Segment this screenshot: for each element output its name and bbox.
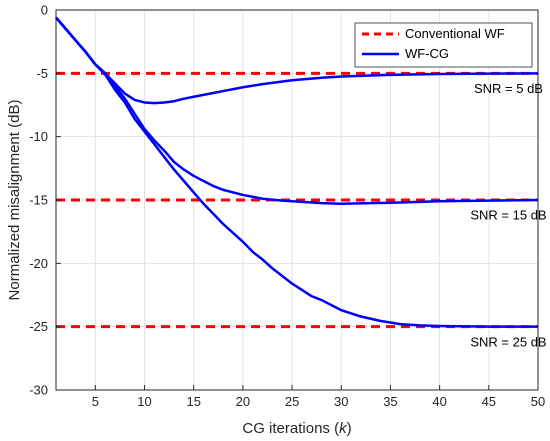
y-tick-label: 0 — [41, 3, 48, 18]
snr-annotation: SNR = 15 dB — [470, 208, 546, 223]
x-tick-label: 50 — [531, 394, 545, 409]
x-tick-label: 30 — [334, 394, 348, 409]
legend-label-conventional-wf: Conventional WF — [405, 26, 505, 41]
snr-annotation: SNR = 25 dB — [470, 334, 546, 349]
y-tick-label: -25 — [29, 319, 48, 334]
wf-cg-curves — [55, 16, 539, 328]
x-tick-label: 10 — [137, 394, 151, 409]
x-tick-label: 5 — [92, 394, 99, 409]
x-tick-label: 25 — [285, 394, 299, 409]
y-axis-label: Normalized misalignment (dB) — [6, 100, 23, 301]
y-tick-label: -5 — [36, 66, 48, 81]
y-tick-label: -10 — [29, 129, 48, 144]
conventional-wf-lines — [56, 71, 538, 329]
y-tick-label: -20 — [29, 256, 48, 271]
y-tick-label: -15 — [29, 193, 48, 208]
x-tick-label: 35 — [383, 394, 397, 409]
legend-box — [354, 22, 533, 68]
wf-cg-series-line — [55, 16, 538, 328]
snr-annotation: SNR = 5 dB — [474, 81, 543, 96]
x-tick-label: 40 — [432, 394, 446, 409]
x-tick-label: 20 — [236, 394, 250, 409]
legend: Conventional WF WF-CG — [354, 22, 533, 68]
x-tick-label: 45 — [482, 394, 496, 409]
x-axis-label: CG iterations (k) — [242, 420, 351, 437]
y-tick-label: -30 — [29, 383, 48, 398]
legend-label-wf-cg: WF-CG — [405, 46, 449, 61]
annotations: SNR = 5 dB SNR = 15 dB SNR = 25 dB — [470, 81, 546, 349]
ticks: 5 10 15 20 25 30 35 40 45 50 0 -5 -10 -15 -20 -25 -30 — [29, 3, 545, 410]
x-tick-label: 15 — [186, 394, 200, 409]
